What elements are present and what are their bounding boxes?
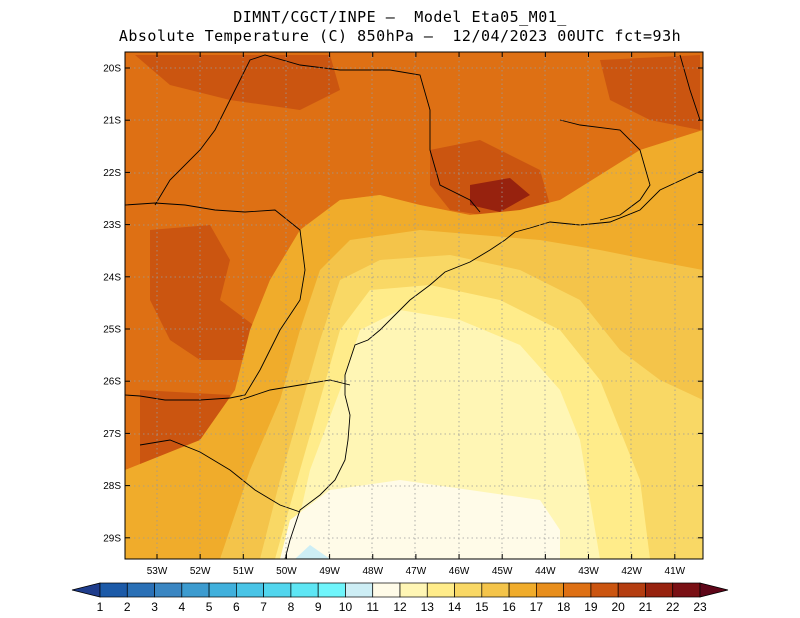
colorbar-label: 11 — [366, 600, 379, 614]
temp-band-19 — [125, 52, 703, 470]
colorbar: 1 2 3 4 5 6 7 8 9 10 11 12 13 14 15 16 17 18 19 20 21 22 23 — [71, 582, 729, 614]
state-border-pr — [125, 202, 306, 401]
colorbar-swatch — [317, 582, 346, 598]
colorbar-swatch — [290, 582, 319, 598]
lat-tick-label: 23S — [103, 220, 121, 231]
temp-band-11 — [295, 545, 330, 559]
colorbar-swatch — [645, 582, 674, 598]
lon-tick-label: 49W — [319, 566, 340, 577]
colorbar-swatch — [263, 582, 292, 598]
colorbar-label: 14 — [448, 600, 462, 614]
colorbar-swatch — [372, 582, 401, 598]
lon-tick-label: 42W — [621, 566, 642, 577]
colorbar-label: 10 — [339, 600, 353, 614]
colorbar-label: 15 — [475, 600, 489, 614]
colorbar-swatch — [672, 582, 701, 598]
colorbar-label: 2 — [124, 600, 131, 614]
chart-title-line2: Absolute Temperature (C) 850hPa – 12/04/… — [118, 27, 682, 45]
temperature-field — [125, 52, 703, 559]
grid-lines — [125, 52, 703, 559]
temp-band-12 — [280, 480, 560, 559]
lat-tick-label: 21S — [103, 116, 121, 127]
lon-tick-label: 45W — [492, 566, 513, 577]
colorbar-label: 9 — [315, 600, 322, 614]
lon-tick-label: 44W — [535, 566, 556, 577]
coastline — [284, 169, 703, 559]
colorbar-label: 12 — [393, 600, 407, 614]
state-border-pr-sc — [239, 379, 351, 401]
colorbar-label: 17 — [530, 600, 544, 614]
state-border-sc-rs — [139, 439, 301, 513]
colorbar-label: 18 — [557, 600, 571, 614]
colorbar-swatch — [481, 582, 510, 598]
lon-tick-label: 47W — [406, 566, 427, 577]
lat-tick-label: 27S — [103, 429, 121, 440]
lon-tick-label: 53W — [147, 566, 168, 577]
colorbar-swatch — [563, 582, 592, 598]
colorbar-label: 7 — [260, 600, 267, 614]
colorbar-swatch — [508, 582, 537, 598]
colorbar-swatch — [399, 582, 428, 598]
lon-tick-label: 50W — [276, 566, 297, 577]
lat-tick-label: 29S — [103, 533, 121, 544]
colorbar-swatch — [590, 582, 619, 598]
colorbar-swatch — [236, 582, 264, 598]
colorbar-swatch — [208, 582, 237, 598]
colorbar-swatch — [617, 582, 646, 598]
lat-tick-label: 25S — [103, 325, 121, 336]
colorbar-swatch — [454, 582, 483, 598]
colorbar-label: 3 — [151, 600, 158, 614]
state-border-mg-rj — [559, 119, 651, 221]
lon-tick-label: 48W — [362, 566, 383, 577]
colorbar-swatch — [345, 582, 374, 598]
colorbar-swatch — [126, 582, 155, 598]
lat-tick-label: 22S — [103, 168, 121, 179]
lat-tick-label: 28S — [103, 481, 121, 492]
longitude-axis: 53W 52W 51W 50W 49W 48W 47W 46W 45W 44W 43W 42W 41W — [147, 52, 686, 577]
lat-tick-label: 20S — [103, 64, 121, 75]
lon-tick-label: 51W — [233, 566, 254, 577]
lon-tick-label: 43W — [578, 566, 599, 577]
colorbar-label: 16 — [502, 600, 516, 614]
colorbar-label: 4 — [178, 600, 185, 614]
lon-tick-label: 46W — [449, 566, 470, 577]
lon-tick-label: 41W — [665, 566, 686, 577]
lat-tick-label: 24S — [103, 272, 121, 283]
colorbar-label: 8 — [288, 600, 295, 614]
colorbar-label: 21 — [639, 600, 653, 614]
plot-frame — [124, 51, 704, 560]
chart-title-line1: DIMNT/CGCT/INPE – Model Eta05_M01_ — [233, 8, 567, 26]
colorbar-label: 20 — [612, 600, 626, 614]
state-border-es — [679, 54, 701, 121]
borders — [125, 54, 703, 559]
lon-tick-label: 52W — [190, 566, 211, 577]
lat-tick-label: 26S — [103, 377, 121, 388]
colorbar-swatch — [99, 582, 128, 598]
colorbar-swatch — [426, 582, 455, 598]
temp-band-20-north — [135, 55, 340, 110]
temp-band-20-west — [150, 225, 260, 360]
colorbar-label: 6 — [233, 600, 240, 614]
colorbar-arrow-left — [71, 582, 101, 598]
colorbar-arrow-right — [699, 582, 729, 598]
colorbar-label: 1 — [97, 600, 104, 614]
latitude-axis: 20S 21S 22S 23S 24S 25S 26S 27S 28S 29S — [103, 64, 703, 544]
colorbar-label: 19 — [584, 600, 598, 614]
colorbar-label: 22 — [666, 600, 680, 614]
colorbar-swatch — [181, 582, 210, 598]
colorbar-swatch — [154, 582, 183, 598]
temp-band-22 — [470, 178, 530, 212]
colorbar-label: 5 — [206, 600, 213, 614]
colorbar-label: 13 — [421, 600, 435, 614]
colorbar-swatch — [536, 582, 564, 598]
colorbar-label: 23 — [693, 600, 707, 614]
